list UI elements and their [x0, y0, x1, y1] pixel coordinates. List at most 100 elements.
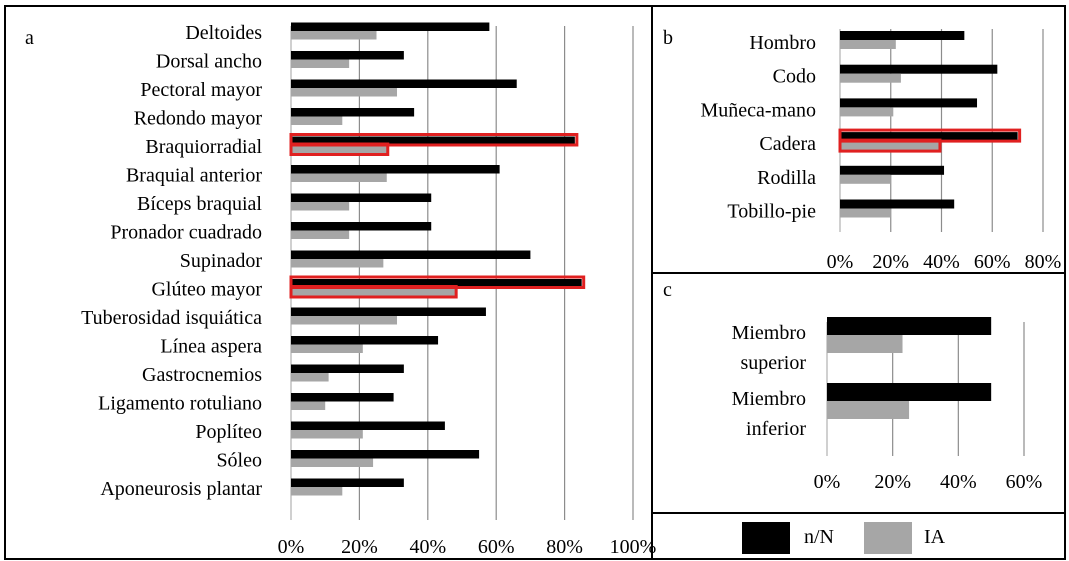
category-label: Sóleo — [216, 450, 262, 472]
bar-nN — [827, 383, 992, 401]
panel-letter-b: b — [663, 27, 673, 49]
x-tick-label: 20% — [872, 251, 909, 273]
bar-nN — [291, 250, 531, 259]
bar-nN — [291, 336, 439, 345]
bar-nN — [291, 478, 404, 487]
category-label: Braquial anterior — [126, 165, 262, 187]
bar-nN — [291, 22, 490, 31]
bar-nN — [291, 450, 480, 459]
x-tick-label: 40% — [923, 251, 960, 273]
bar-IA — [291, 458, 374, 467]
bar-IA — [840, 174, 891, 184]
bar-IA — [291, 487, 343, 496]
bar-IA — [291, 88, 398, 97]
x-tick-label: 0% — [814, 471, 841, 493]
x-tick-label: 40% — [940, 471, 977, 493]
bar-IA — [291, 230, 350, 239]
bar-IA — [291, 59, 350, 68]
category-label: Muñeca-mano — [700, 99, 816, 121]
bar-nN — [840, 132, 1018, 142]
bar-IA — [840, 73, 901, 83]
bar-IA — [291, 287, 456, 296]
panel-letter-c: c — [663, 279, 672, 301]
panel-b: b 0% 20% 40% 60% 80% Hombro Codo Muñeca-mano Cade… — [663, 27, 1061, 273]
bar-IA — [291, 145, 387, 154]
bar-IA — [291, 31, 377, 40]
legend-swatch-IA — [864, 522, 912, 554]
bar-nN — [840, 165, 945, 175]
bar-nN — [291, 165, 500, 174]
highlight-outline — [838, 138, 942, 153]
category-label: Cadera — [759, 133, 816, 155]
category-label: Aponeurosis plantar — [100, 478, 262, 500]
x-tick-label: 0% — [278, 536, 305, 558]
bar-nN — [291, 79, 517, 88]
bar-IA — [291, 430, 363, 439]
category-label: Redondo mayor — [134, 108, 263, 130]
legend: n/N IA — [742, 522, 946, 554]
bar-IA — [291, 344, 363, 353]
bar-IA — [291, 173, 387, 182]
bar-nN — [840, 31, 965, 40]
category-label: Gastrocnemios — [142, 364, 262, 386]
panel-a: a 0% 20% 40% 60% 80% 100% Deltoides Dorsal ancho… — [25, 22, 656, 558]
highlight-outline — [289, 142, 390, 156]
x-tick-label: 80% — [1025, 251, 1062, 273]
category-label: Deltoides — [185, 22, 262, 44]
bar-nN — [291, 364, 404, 373]
category-label: Ligamento rotuliano — [98, 393, 262, 415]
bar-IA — [291, 401, 326, 410]
bar-nN — [291, 222, 432, 231]
x-tick-label: 20% — [874, 471, 911, 493]
bar-IA — [840, 208, 891, 218]
x-tick-label: 60% — [478, 536, 515, 558]
category-label: Miembro inferior — [732, 388, 807, 440]
x-tick-label: 60% — [1006, 471, 1043, 493]
category-label: Tuberosidad isquiática — [81, 307, 262, 329]
bar-IA — [291, 259, 384, 268]
bar-IA — [827, 335, 903, 353]
category-label: Dorsal ancho — [156, 51, 262, 73]
category-label: Codo — [773, 66, 816, 88]
bar-nN — [291, 51, 404, 60]
bar-IA — [840, 141, 939, 151]
bar-nN — [291, 108, 415, 117]
bar-IA — [291, 202, 350, 211]
bar-IA — [840, 40, 896, 49]
bar-IA — [840, 107, 894, 117]
bar-nN — [827, 317, 992, 335]
bar-IA — [827, 401, 910, 419]
bar-IA — [291, 373, 329, 382]
category-label: Rodilla — [757, 167, 816, 189]
bar-nN — [291, 279, 582, 288]
bar-nN — [291, 307, 486, 316]
x-tick-label: 40% — [409, 536, 446, 558]
legend-frame — [651, 512, 1066, 560]
category-label: Supinador — [180, 250, 263, 272]
category-label: Hombro — [749, 32, 816, 54]
x-tick-label: 0% — [827, 251, 854, 273]
highlight-outline — [289, 133, 579, 147]
bar-nN — [291, 193, 432, 202]
bar-nN — [291, 393, 394, 402]
bar-nN — [291, 421, 445, 430]
x-tick-label: 60% — [974, 251, 1011, 273]
category-label: Tobillo-pie — [727, 201, 816, 223]
panel-c: c 0% 20% 40% 60% Miembro superior Miembro inferi… — [663, 279, 1042, 493]
highlight-outline — [289, 285, 458, 299]
category-label: Braquiorradial — [145, 136, 262, 158]
category-label: Bíceps braquial — [137, 193, 262, 215]
bar-nN — [291, 136, 575, 145]
category-label: Línea aspera — [160, 336, 262, 358]
bar-IA — [291, 116, 343, 125]
legend-swatch-nN — [742, 522, 790, 554]
x-tick-label: 100% — [610, 536, 657, 558]
category-label: Pectoral mayor — [140, 79, 262, 101]
bar-IA — [291, 316, 398, 325]
legend-label-nN: n/N — [804, 526, 834, 548]
panel-letter-a: a — [25, 27, 34, 49]
category-label: Poplíteo — [195, 421, 262, 443]
bar-nN — [840, 199, 955, 209]
category-label: Glúteo mayor — [151, 279, 262, 301]
